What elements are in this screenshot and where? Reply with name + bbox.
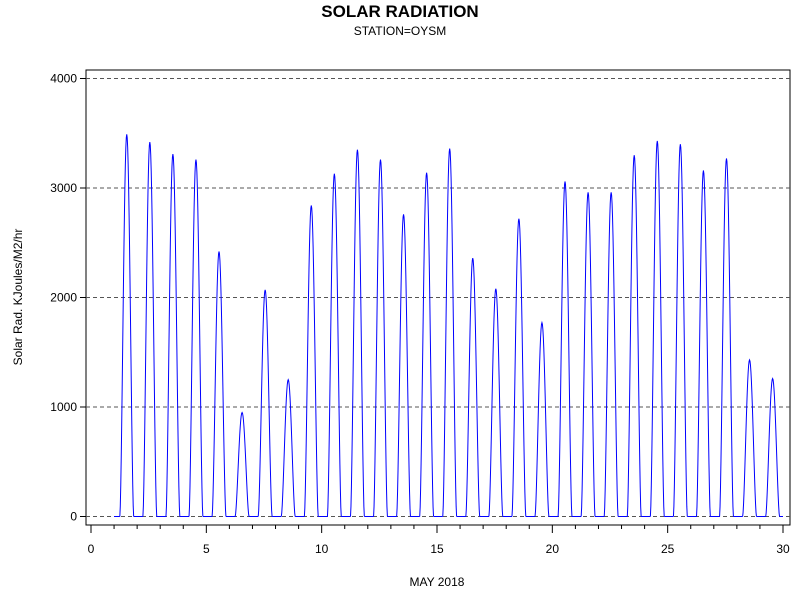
day-17-curve [488,288,504,517]
day-3-curve [165,153,181,517]
day-13-curve [396,214,411,517]
day-27-curve [719,158,734,517]
day-29-curve [765,377,781,517]
grid-lines [86,78,790,517]
x-axis: 0 5 10 15 20 25 30 [88,525,790,556]
y-tick-label: 2000 [50,291,77,305]
x-tick-label: 10 [315,542,329,556]
day-11-curve [350,149,365,517]
x-tick-label: 30 [776,542,790,556]
day-24-curve [649,140,665,517]
y-axis-label: Solar Rad. KJoules/M2/hr [11,229,25,366]
day-1-curve [119,134,135,517]
day-25-curve [672,144,688,517]
day-19-curve [534,320,550,517]
y-tick-label: 0 [70,510,77,524]
day-5-curve [211,251,227,517]
day-26-curve [696,170,711,517]
x-axis-label: MAY 2018 [410,575,465,589]
day-20-curve [557,181,573,517]
day-22-curve [603,192,619,517]
day-10-curve [326,173,342,517]
chart-subtitle: STATION=OYSM [354,24,447,38]
chart-title: SOLAR RADIATION [321,2,478,21]
y-axis: 0 1000 2000 3000 4000 [50,72,86,524]
day-23-curve [626,155,642,517]
day-7-curve [257,289,273,517]
day-2-curve [142,141,158,517]
day-9-curve [303,205,319,517]
y-tick-label: 3000 [50,181,77,195]
x-tick-label: 0 [88,542,95,556]
x-tick-label: 5 [203,542,210,556]
x-tick-label: 15 [430,542,444,556]
day-21-curve [580,192,596,517]
day-4-curve [188,159,204,517]
day-14-curve [419,172,435,517]
day-18-curve [511,218,527,517]
day-12-curve [373,159,388,517]
x-tick-label: 20 [546,542,560,556]
y-tick-label: 1000 [50,400,77,414]
day-15-curve [442,148,458,517]
day-28-curve [742,358,757,517]
series-group [114,134,783,517]
x-tick-label: 25 [661,542,675,556]
y-tick-label: 4000 [50,72,77,86]
day-16-curve [465,257,481,517]
day-8-curve [280,378,296,517]
day-6-curve [234,411,250,517]
